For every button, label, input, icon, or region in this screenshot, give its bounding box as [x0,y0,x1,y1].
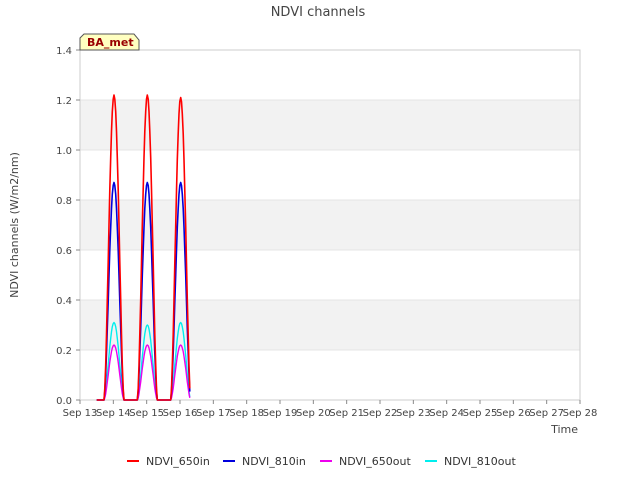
grid-band [80,300,580,350]
grid-band [80,100,580,150]
y-tick-label: 0.2 [56,346,72,357]
x-tick-label: Sep 17 [196,408,231,419]
x-tick-label: Sep 27 [529,408,564,419]
legend-label: NDVI_810out [444,455,516,468]
x-tick-label: Sep 26 [496,408,531,419]
legend: NDVI_650in NDVI_810in NDVI_650out NDVI_810o… [127,455,516,468]
grid-bands [80,99,580,401]
x-tick-label: Sep 21 [329,408,364,419]
x-tick-label: Sep 28 [563,408,598,419]
y-axis-label: NDVI channels (W/m2/nm) [8,152,21,298]
series-line-NDVI_810in [96,181,191,401]
y-tick-label: 0.4 [56,296,72,307]
y-tick-label: 0.0 [56,396,72,407]
x-tick-label: Sep 25 [463,408,498,419]
y-tick-label: 0.6 [56,246,72,257]
y-tick-label: 1.2 [56,96,72,107]
x-tick-label: Sep 22 [363,408,398,419]
x-tick-label: Sep 20 [296,408,331,419]
y-axis: 0.0 0.2 0.4 0.6 0.8 1.0 1.2 1.4 [56,46,80,407]
y-tick-label: 1.0 [56,146,72,157]
series-line-NDVI_810out [96,321,191,401]
x-tick-label: Sep 18 [229,408,264,419]
x-tick-label: Sep 19 [263,408,298,419]
x-tick-label: Sep 24 [429,408,464,419]
y-tick-label: 0.8 [56,196,72,207]
x-tick-label: Sep 23 [396,408,431,419]
legend-label: NDVI_650in [146,455,210,468]
x-axis-label: Time [550,423,578,436]
chart-title: NDVI channels [271,5,366,20]
x-tick-label: Sep 16 [163,408,198,419]
legend-label: NDVI_650out [339,455,411,468]
grid-band [80,200,580,250]
series-layer [96,94,191,401]
x-tick-label: Sep 14 [96,408,131,419]
annotation-label: BA_met [87,36,134,49]
annotation-badge: BA_met [79,33,140,51]
x-tick-label: Sep 15 [129,408,164,419]
series-line-NDVI_650out [96,344,191,401]
series-line-NDVI_650in [96,94,191,401]
y-tick-label: 1.4 [56,46,72,57]
x-tick-label: Sep 13 [63,408,98,419]
annotation-box [79,33,140,51]
plot-frame [79,49,581,401]
legend-label: NDVI_810in [242,455,306,468]
